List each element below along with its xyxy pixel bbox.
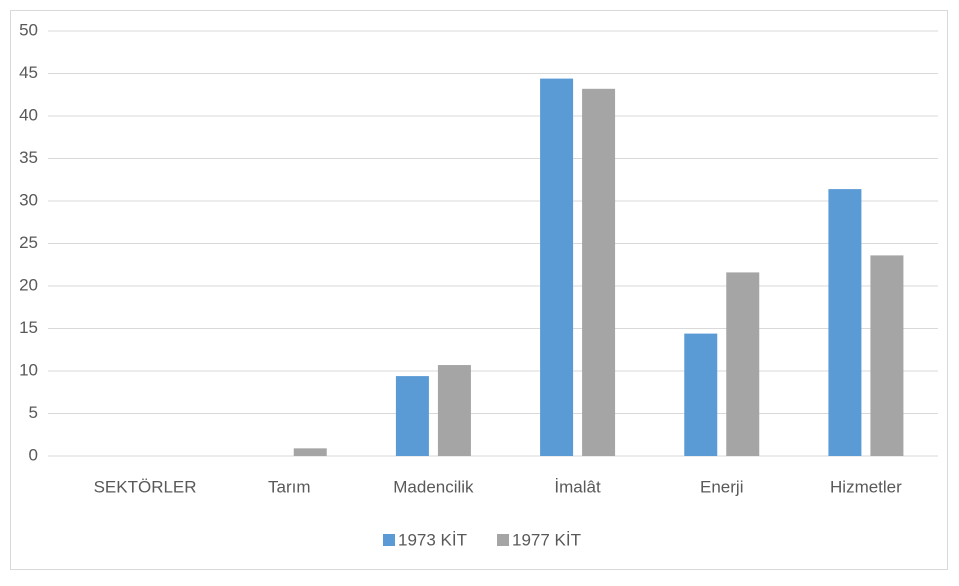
bar (828, 189, 862, 456)
bar (437, 365, 471, 456)
y-tick-label: 45 (19, 63, 38, 82)
legend-label: 1977 KİT (512, 530, 581, 549)
bar (540, 78, 574, 456)
legend-swatch (497, 534, 509, 546)
y-tick-label: 10 (19, 360, 38, 379)
bar (726, 272, 760, 456)
x-tick-label: Enerji (700, 477, 743, 496)
x-tick-label: Tarım (268, 477, 311, 496)
y-tick-label: 25 (19, 233, 38, 252)
bar (395, 376, 429, 456)
bar (582, 88, 616, 457)
y-tick-label: 30 (19, 190, 38, 209)
bar (293, 448, 327, 456)
y-tick-label: 15 (19, 318, 38, 337)
x-tick-label: SEKTÖRLER (94, 477, 197, 496)
bar (684, 333, 718, 456)
legend-label: 1973 KİT (398, 530, 467, 549)
x-tick-label: Madencilik (393, 477, 474, 496)
legend-swatch (383, 534, 395, 546)
y-tick-label: 40 (19, 105, 38, 124)
y-tick-label: 35 (19, 148, 38, 167)
x-tick-label: İmalât (554, 477, 601, 496)
y-tick-label: 0 (29, 445, 38, 464)
y-tick-label: 20 (19, 275, 38, 294)
y-tick-label: 5 (29, 403, 38, 422)
x-tick-label: Hizmetler (830, 477, 902, 496)
chart-border (10, 10, 948, 570)
y-tick-label: 50 (19, 20, 38, 39)
bar (870, 255, 904, 456)
